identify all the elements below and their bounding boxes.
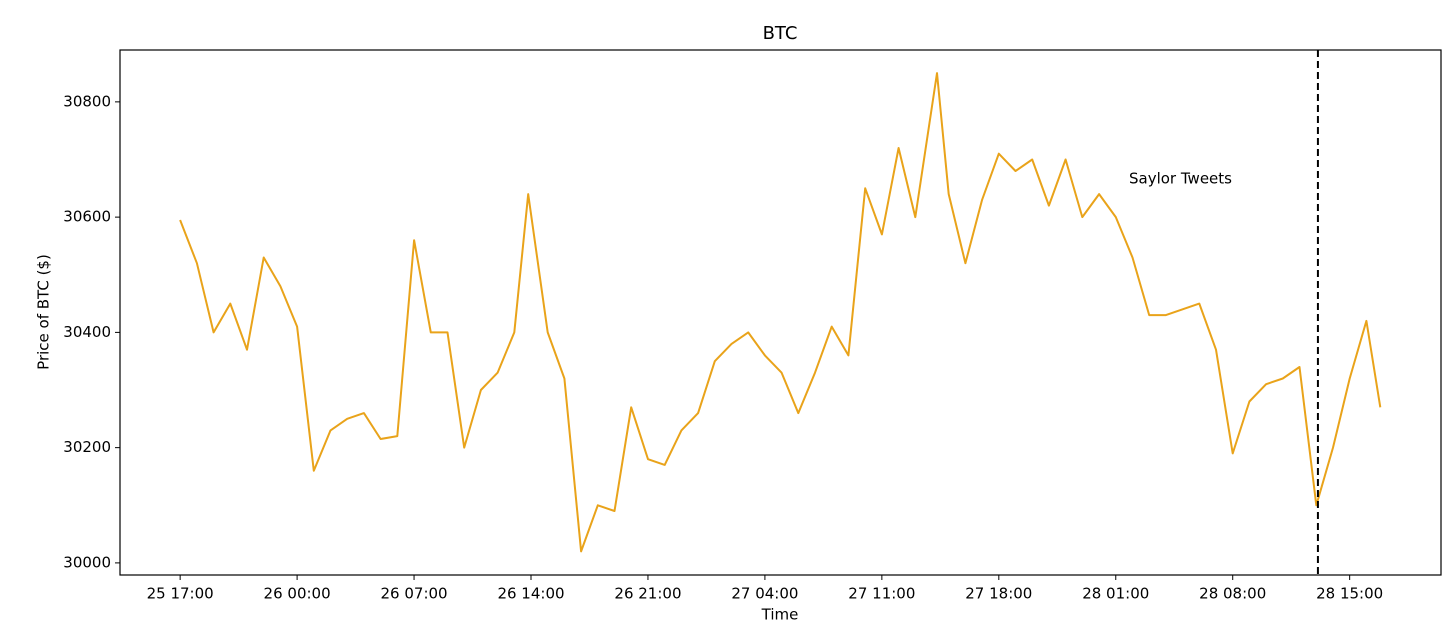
y-tick-label: 30600 xyxy=(63,208,111,226)
y-tick-label: 30200 xyxy=(63,438,111,456)
x-axis-title: Time xyxy=(761,606,799,624)
y-tick-label: 30800 xyxy=(63,92,111,110)
x-tick-label: 26 07:00 xyxy=(381,585,448,603)
price-line xyxy=(179,72,1382,553)
x-tick-label: 27 11:00 xyxy=(848,585,915,603)
plot-frame xyxy=(119,49,1442,576)
y-tick-label: 30400 xyxy=(63,323,111,341)
x-tick-label: 28 08:00 xyxy=(1199,585,1266,603)
x-tick-label: 26 00:00 xyxy=(264,585,331,603)
chart-title: BTC xyxy=(763,23,798,44)
y-tick-label: 30000 xyxy=(63,553,111,571)
annotation: Saylor Tweets xyxy=(1129,170,1232,188)
x-tick-label: 28 15:00 xyxy=(1316,585,1383,603)
x-tick-label: 26 21:00 xyxy=(614,585,681,603)
x-tick-label: 27 18:00 xyxy=(965,585,1032,603)
x-tick-label: 25 17:00 xyxy=(147,585,214,603)
x-tick-label: 28 01:00 xyxy=(1082,585,1149,603)
y-axis-title: Price of BTC ($) xyxy=(35,254,53,370)
x-tick-label: 27 04:00 xyxy=(731,585,798,603)
x-tick-label: 26 14:00 xyxy=(497,585,564,603)
